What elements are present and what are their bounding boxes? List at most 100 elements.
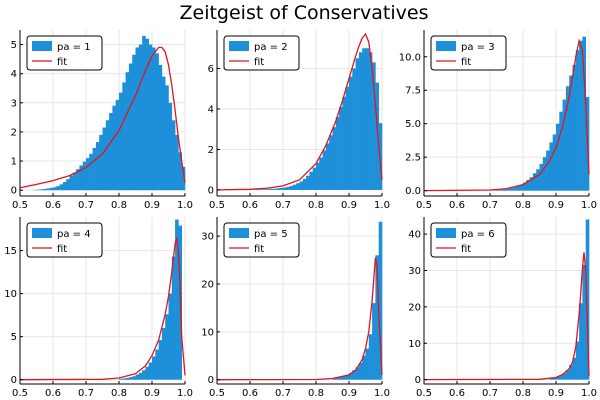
- histogram-bar: [59, 184, 64, 191]
- histogram-bar: [378, 221, 383, 380]
- x-tick-label: 0.8: [111, 200, 127, 211]
- legend: pa = 6 fit: [430, 222, 507, 258]
- histogram-bar: [532, 173, 537, 191]
- x-tick-label: 1.0: [374, 388, 390, 399]
- legend-label: fit: [254, 244, 264, 255]
- x-tick-label: 1.0: [581, 388, 597, 399]
- x-tick-label: 0.6: [449, 200, 465, 211]
- y-tick-label: 15: [4, 246, 17, 257]
- histogram-bar: [302, 178, 307, 190]
- legend-label: pa = 3: [461, 42, 495, 53]
- histogram-bar: [355, 58, 360, 190]
- legend-label: fit: [57, 244, 67, 255]
- histogram-bar: [565, 86, 570, 191]
- histogram-bar: [178, 152, 182, 191]
- y-tick-label: 0: [208, 185, 214, 196]
- histogram-bar: [549, 142, 553, 191]
- histogram-bar: [119, 92, 123, 191]
- x-tick-label: 0.8: [515, 200, 531, 211]
- x-tick-label: 0.6: [242, 200, 258, 211]
- histogram-bar: [36, 189, 41, 191]
- x-tick-label: 0.9: [341, 388, 357, 399]
- legend: pa = 4 fit: [26, 222, 103, 258]
- histogram-bar: [582, 36, 586, 191]
- x-tick-label: 0.9: [341, 200, 357, 211]
- y-tick-label: 6: [208, 64, 214, 75]
- legend-label: pa = 4: [57, 229, 91, 240]
- histogram-bar: [352, 370, 356, 380]
- histogram-bar: [365, 348, 370, 380]
- legend-label: fit: [461, 244, 471, 255]
- legend-swatch-bar: [32, 41, 52, 51]
- x-tick-label: 0.6: [242, 388, 258, 399]
- histogram-bar: [66, 179, 70, 191]
- histogram-bar: [168, 293, 173, 380]
- histogram-bar: [309, 171, 313, 190]
- histogram-bar: [132, 54, 136, 191]
- histogram-bar: [325, 143, 330, 190]
- fit-line: [19, 46, 186, 189]
- histogram-bar: [575, 341, 580, 380]
- y-tick-label: 2.5: [405, 153, 421, 164]
- histogram-bar: [569, 75, 573, 191]
- x-tick-label: 1.0: [177, 388, 193, 399]
- fit-line: [19, 237, 186, 381]
- histogram-bar: [572, 64, 577, 191]
- histogram-bar: [56, 186, 60, 191]
- histogram-bar: [122, 82, 126, 191]
- histogram-bar: [72, 172, 77, 191]
- fit-line: [423, 38, 590, 192]
- legend-swatch-bar: [436, 228, 456, 238]
- histogram-bar: [89, 153, 93, 191]
- histogram-bar: [559, 375, 563, 380]
- x-tick-label: 0.5: [12, 388, 28, 399]
- x-tick-label: 0.8: [308, 200, 324, 211]
- histogram-bar: [368, 334, 373, 380]
- x-tick-label: 0.8: [111, 388, 127, 399]
- y-tick-label: 10: [201, 327, 214, 338]
- histogram-bar: [125, 72, 130, 191]
- histogram-bar: [499, 189, 504, 191]
- histogram-bar: [82, 161, 87, 191]
- histogram-bar: [529, 177, 534, 191]
- histogram-bar: [322, 150, 327, 190]
- histogram-bar: [549, 378, 553, 380]
- histogram-bar: [158, 340, 163, 380]
- x-tick-label: 0.9: [144, 200, 160, 211]
- histogram-bar: [95, 142, 100, 191]
- x-tick-label: 1.0: [177, 200, 193, 211]
- x-tick-label: 0.5: [416, 388, 432, 399]
- histogram-bar: [279, 187, 284, 190]
- histogram-bar: [155, 53, 159, 191]
- y-tick-label: 10: [408, 339, 421, 350]
- histogram-bar: [339, 106, 343, 190]
- histogram-bar: [76, 169, 80, 191]
- subplot-1: 0.5 0.6 0.7 0.8 0.9 1.0 0 1 2 3 4 5 pa = 1 fit: [11, 30, 193, 211]
- y-tick-label: 30: [408, 266, 421, 277]
- histogram-bar: [165, 85, 169, 191]
- histogram-bar: [513, 187, 517, 191]
- histogram-bar: [263, 189, 267, 190]
- histogram-bar: [519, 184, 524, 191]
- histogram-bar: [569, 365, 573, 380]
- histogram-bar: [362, 48, 366, 190]
- histogram-bar: [165, 314, 169, 380]
- histogram-bar: [556, 123, 560, 191]
- histogram-bar: [509, 187, 514, 191]
- histogram-bar: [99, 134, 103, 191]
- histogram-bar: [115, 99, 120, 191]
- legend-swatch-bar: [229, 228, 249, 238]
- histogram-bar: [175, 219, 179, 380]
- histogram-bar: [69, 175, 74, 191]
- histogram-bar: [539, 163, 544, 191]
- histogram-bar: [132, 376, 136, 380]
- y-tick-label: 0: [208, 375, 214, 386]
- y-tick-label: 1: [11, 157, 17, 168]
- y-tick-label: 0: [11, 186, 17, 197]
- histogram-bar: [332, 127, 337, 190]
- histogram-bar: [49, 187, 54, 191]
- x-tick-label: 0.6: [449, 388, 465, 399]
- histogram-bar: [506, 188, 511, 191]
- histogram-bar: [296, 183, 300, 190]
